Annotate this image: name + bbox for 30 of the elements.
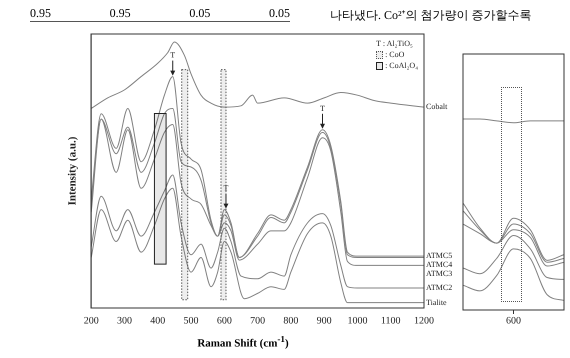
x-tick-label: 300 xyxy=(116,316,132,327)
annotation: T xyxy=(224,184,229,193)
x-tick-label: 700 xyxy=(250,316,266,327)
x-tick-label: 200 xyxy=(84,316,99,327)
text: 나타냈다. Co²⁺의 첨가량이 증가할수록 xyxy=(330,7,532,24)
series-label: ATMC4 xyxy=(426,260,452,270)
legend-label: : CoO xyxy=(385,49,404,60)
text: 0.05 xyxy=(189,6,210,21)
annotation: T xyxy=(170,50,176,60)
x-tick-label: 600 xyxy=(216,316,232,327)
x-tick-label: 800 xyxy=(283,316,298,327)
annotation: T : Al₂TiO₅ xyxy=(376,38,414,49)
x-tick-label: 1100 xyxy=(380,316,401,327)
series-label: Tialite xyxy=(426,298,448,307)
x-tick-label: 1200 xyxy=(414,316,434,327)
series-label: ATMC3 xyxy=(426,269,452,278)
series-label: Cobalt xyxy=(426,102,448,112)
x-tick-label: 900 xyxy=(316,316,332,327)
x-tick-label: 1000 xyxy=(347,316,368,327)
series-label: ATMC2 xyxy=(426,283,452,292)
x-tick-label: 400 xyxy=(150,316,166,327)
text: 0.95 xyxy=(110,6,131,21)
legend-label: : CoAl₂O₄ xyxy=(385,60,418,71)
x-tick-label: 500 xyxy=(184,316,199,327)
x-axis-title: Raman Shift (cm$^{-1}$) xyxy=(196,334,290,350)
y-axis-title: Intensity (a.u.) xyxy=(66,136,78,206)
annotation: T xyxy=(320,104,326,113)
text: 0.05 xyxy=(268,6,290,21)
text: 0.95 xyxy=(30,6,51,21)
series-label: ATMC5 xyxy=(426,251,452,260)
